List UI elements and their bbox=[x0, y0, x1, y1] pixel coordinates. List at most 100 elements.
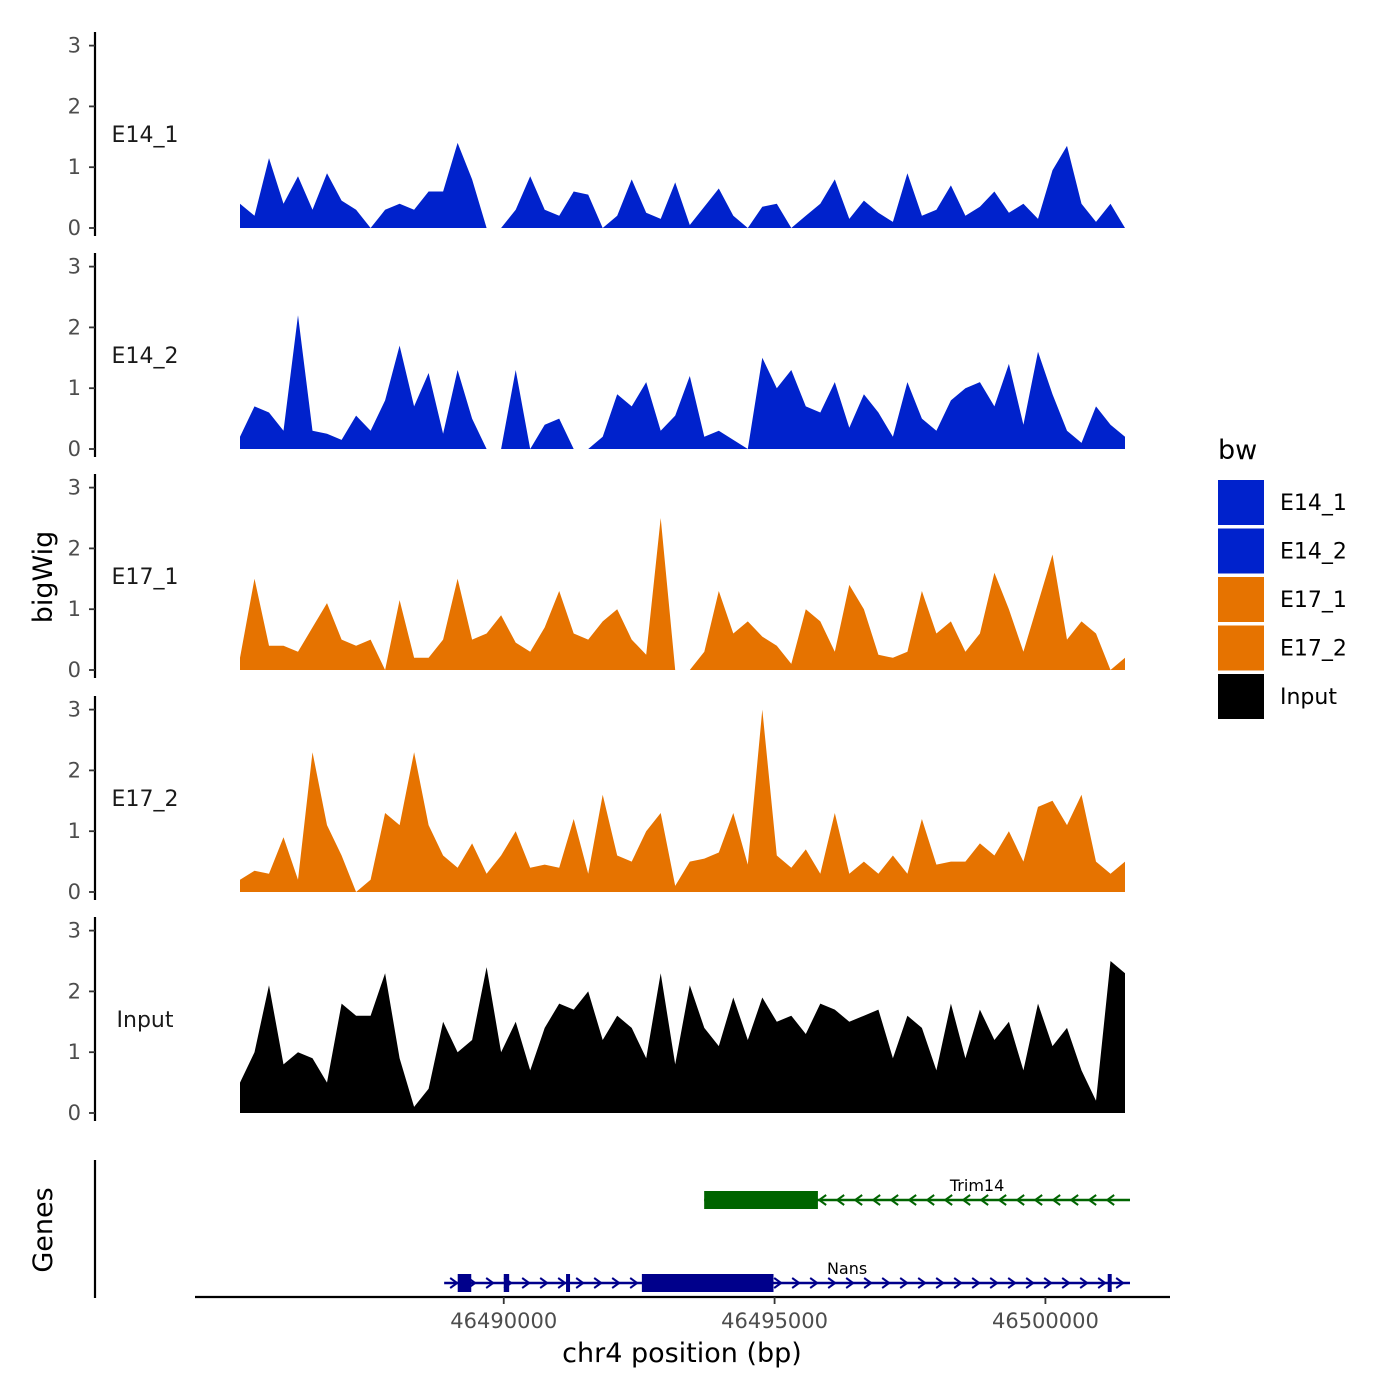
y-tick-label: 2 bbox=[68, 536, 81, 560]
strand-chevron bbox=[935, 1277, 945, 1289]
y-tick-label: 2 bbox=[68, 315, 81, 339]
y-tick-label: 0 bbox=[68, 216, 81, 240]
strand-chevron bbox=[485, 1277, 495, 1289]
strand-chevron bbox=[809, 1277, 819, 1289]
y-tick-label: 0 bbox=[68, 437, 81, 461]
x-tick-label: 46490000 bbox=[450, 1309, 557, 1333]
strand-chevron bbox=[1043, 1277, 1053, 1289]
strand-chevron bbox=[1025, 1277, 1035, 1289]
strand-chevron bbox=[521, 1277, 531, 1289]
strand-chevron bbox=[997, 1194, 1007, 1206]
legend-label-e14_2: E14_2 bbox=[1280, 540, 1347, 565]
y-tick-label: 2 bbox=[68, 979, 81, 1003]
strand-chevron bbox=[889, 1194, 899, 1206]
legend-swatch-e14_2 bbox=[1218, 528, 1264, 574]
strand-chevron bbox=[773, 1277, 783, 1289]
legend-swatch-e14_1 bbox=[1218, 480, 1264, 525]
gene-trim14: Trim14 bbox=[704, 1176, 1130, 1209]
exon bbox=[566, 1274, 571, 1292]
y-tick-label: 1 bbox=[68, 597, 81, 621]
y-tick-label: 3 bbox=[68, 919, 81, 943]
exon bbox=[457, 1274, 472, 1292]
exon bbox=[704, 1191, 818, 1209]
strand-chevron bbox=[1087, 1194, 1097, 1206]
strand-chevron bbox=[953, 1277, 963, 1289]
y-tick-label: 0 bbox=[68, 658, 81, 682]
track-label: Input bbox=[117, 1008, 174, 1033]
legend-swatch-input bbox=[1218, 674, 1264, 719]
strand-chevron bbox=[1097, 1277, 1107, 1289]
legend-label-e17_2: E17_2 bbox=[1280, 637, 1347, 662]
strand-chevron bbox=[925, 1194, 935, 1206]
y-tick-label: 3 bbox=[68, 476, 81, 500]
y-tick-label: 1 bbox=[68, 1040, 81, 1064]
area-e14_2 bbox=[240, 315, 1125, 449]
x-axis-title: chr4 position (bp) bbox=[562, 1338, 802, 1369]
gene-nans: Nans bbox=[444, 1259, 1130, 1292]
strand-chevron bbox=[1061, 1277, 1071, 1289]
track-label: E17_2 bbox=[112, 787, 179, 812]
strand-chevron bbox=[817, 1194, 827, 1206]
track-e17_2: 0 1 2 3 E17_2 bbox=[68, 696, 1125, 904]
strand-chevron bbox=[575, 1277, 585, 1289]
strand-chevron bbox=[863, 1277, 873, 1289]
track-input: 0 1 2 3 Input bbox=[68, 917, 1125, 1125]
y-tick-label: 3 bbox=[68, 698, 81, 722]
y-tick-label: 2 bbox=[68, 758, 81, 782]
strand-chevron bbox=[539, 1277, 549, 1289]
legend-label-e17_1: E17_1 bbox=[1280, 588, 1347, 613]
strand-chevron bbox=[593, 1277, 603, 1289]
gene-name-label: Nans bbox=[827, 1259, 867, 1278]
strand-chevron bbox=[853, 1194, 863, 1206]
strand-chevron bbox=[791, 1277, 801, 1289]
strand-chevron bbox=[989, 1277, 999, 1289]
gene-name-label: Trim14 bbox=[949, 1176, 1004, 1195]
x-tick-label: 46495000 bbox=[721, 1309, 828, 1333]
strand-chevron bbox=[1033, 1194, 1043, 1206]
y-tick-label: 1 bbox=[68, 155, 81, 179]
strand-chevron bbox=[845, 1277, 855, 1289]
track-e14_2: 0 1 2 3 E14_2 bbox=[68, 253, 1125, 461]
strand-chevron bbox=[827, 1277, 837, 1289]
legend: bw E14_1 E14_2 E17_1 E17_2 Input bbox=[1218, 435, 1347, 719]
legend-label-e14_1: E14_1 bbox=[1280, 491, 1347, 516]
area-e17_1 bbox=[240, 518, 1125, 670]
area-e17_2 bbox=[240, 709, 1125, 892]
track-label: E14_2 bbox=[112, 344, 179, 369]
strand-chevron bbox=[1069, 1194, 1079, 1206]
y-axis-title-genes: Genes bbox=[28, 1187, 59, 1272]
y-tick-label: 2 bbox=[68, 94, 81, 118]
strand-chevron bbox=[1015, 1194, 1025, 1206]
strand-chevron bbox=[961, 1194, 971, 1206]
y-tick-label: 3 bbox=[68, 255, 81, 279]
y-tick-label: 1 bbox=[68, 376, 81, 400]
strand-chevron bbox=[1051, 1194, 1061, 1206]
legend-title: bw bbox=[1218, 435, 1257, 466]
strand-chevron bbox=[871, 1194, 881, 1206]
area-input bbox=[240, 961, 1125, 1113]
legend-swatch-e17_2 bbox=[1218, 625, 1264, 671]
strand-chevron bbox=[971, 1277, 981, 1289]
strand-chevron bbox=[917, 1277, 927, 1289]
strand-chevron bbox=[943, 1194, 953, 1206]
y-tick-label: 0 bbox=[68, 880, 81, 904]
y-tick-label: 3 bbox=[68, 34, 81, 58]
strand-chevron bbox=[899, 1277, 909, 1289]
strand-chevron bbox=[611, 1277, 621, 1289]
strand-chevron bbox=[1115, 1277, 1125, 1289]
strand-chevron bbox=[881, 1277, 891, 1289]
y-tick-label: 0 bbox=[68, 1101, 81, 1125]
area-e14_1 bbox=[240, 142, 1125, 228]
strand-chevron bbox=[1105, 1194, 1115, 1206]
legend-label-input: Input bbox=[1280, 685, 1337, 710]
y-tick-label: 1 bbox=[68, 819, 81, 843]
legend-swatch-e17_1 bbox=[1218, 577, 1264, 622]
exon bbox=[1107, 1274, 1112, 1292]
x-tick-label: 46500000 bbox=[992, 1309, 1099, 1333]
x-axis: 46490000 46495000 46500000 bbox=[195, 1295, 1170, 1333]
strand-chevron bbox=[629, 1277, 639, 1289]
exon bbox=[503, 1274, 510, 1292]
strand-chevron bbox=[907, 1194, 917, 1206]
track-e17_1: 0 1 2 3 E17_1 bbox=[68, 474, 1125, 682]
